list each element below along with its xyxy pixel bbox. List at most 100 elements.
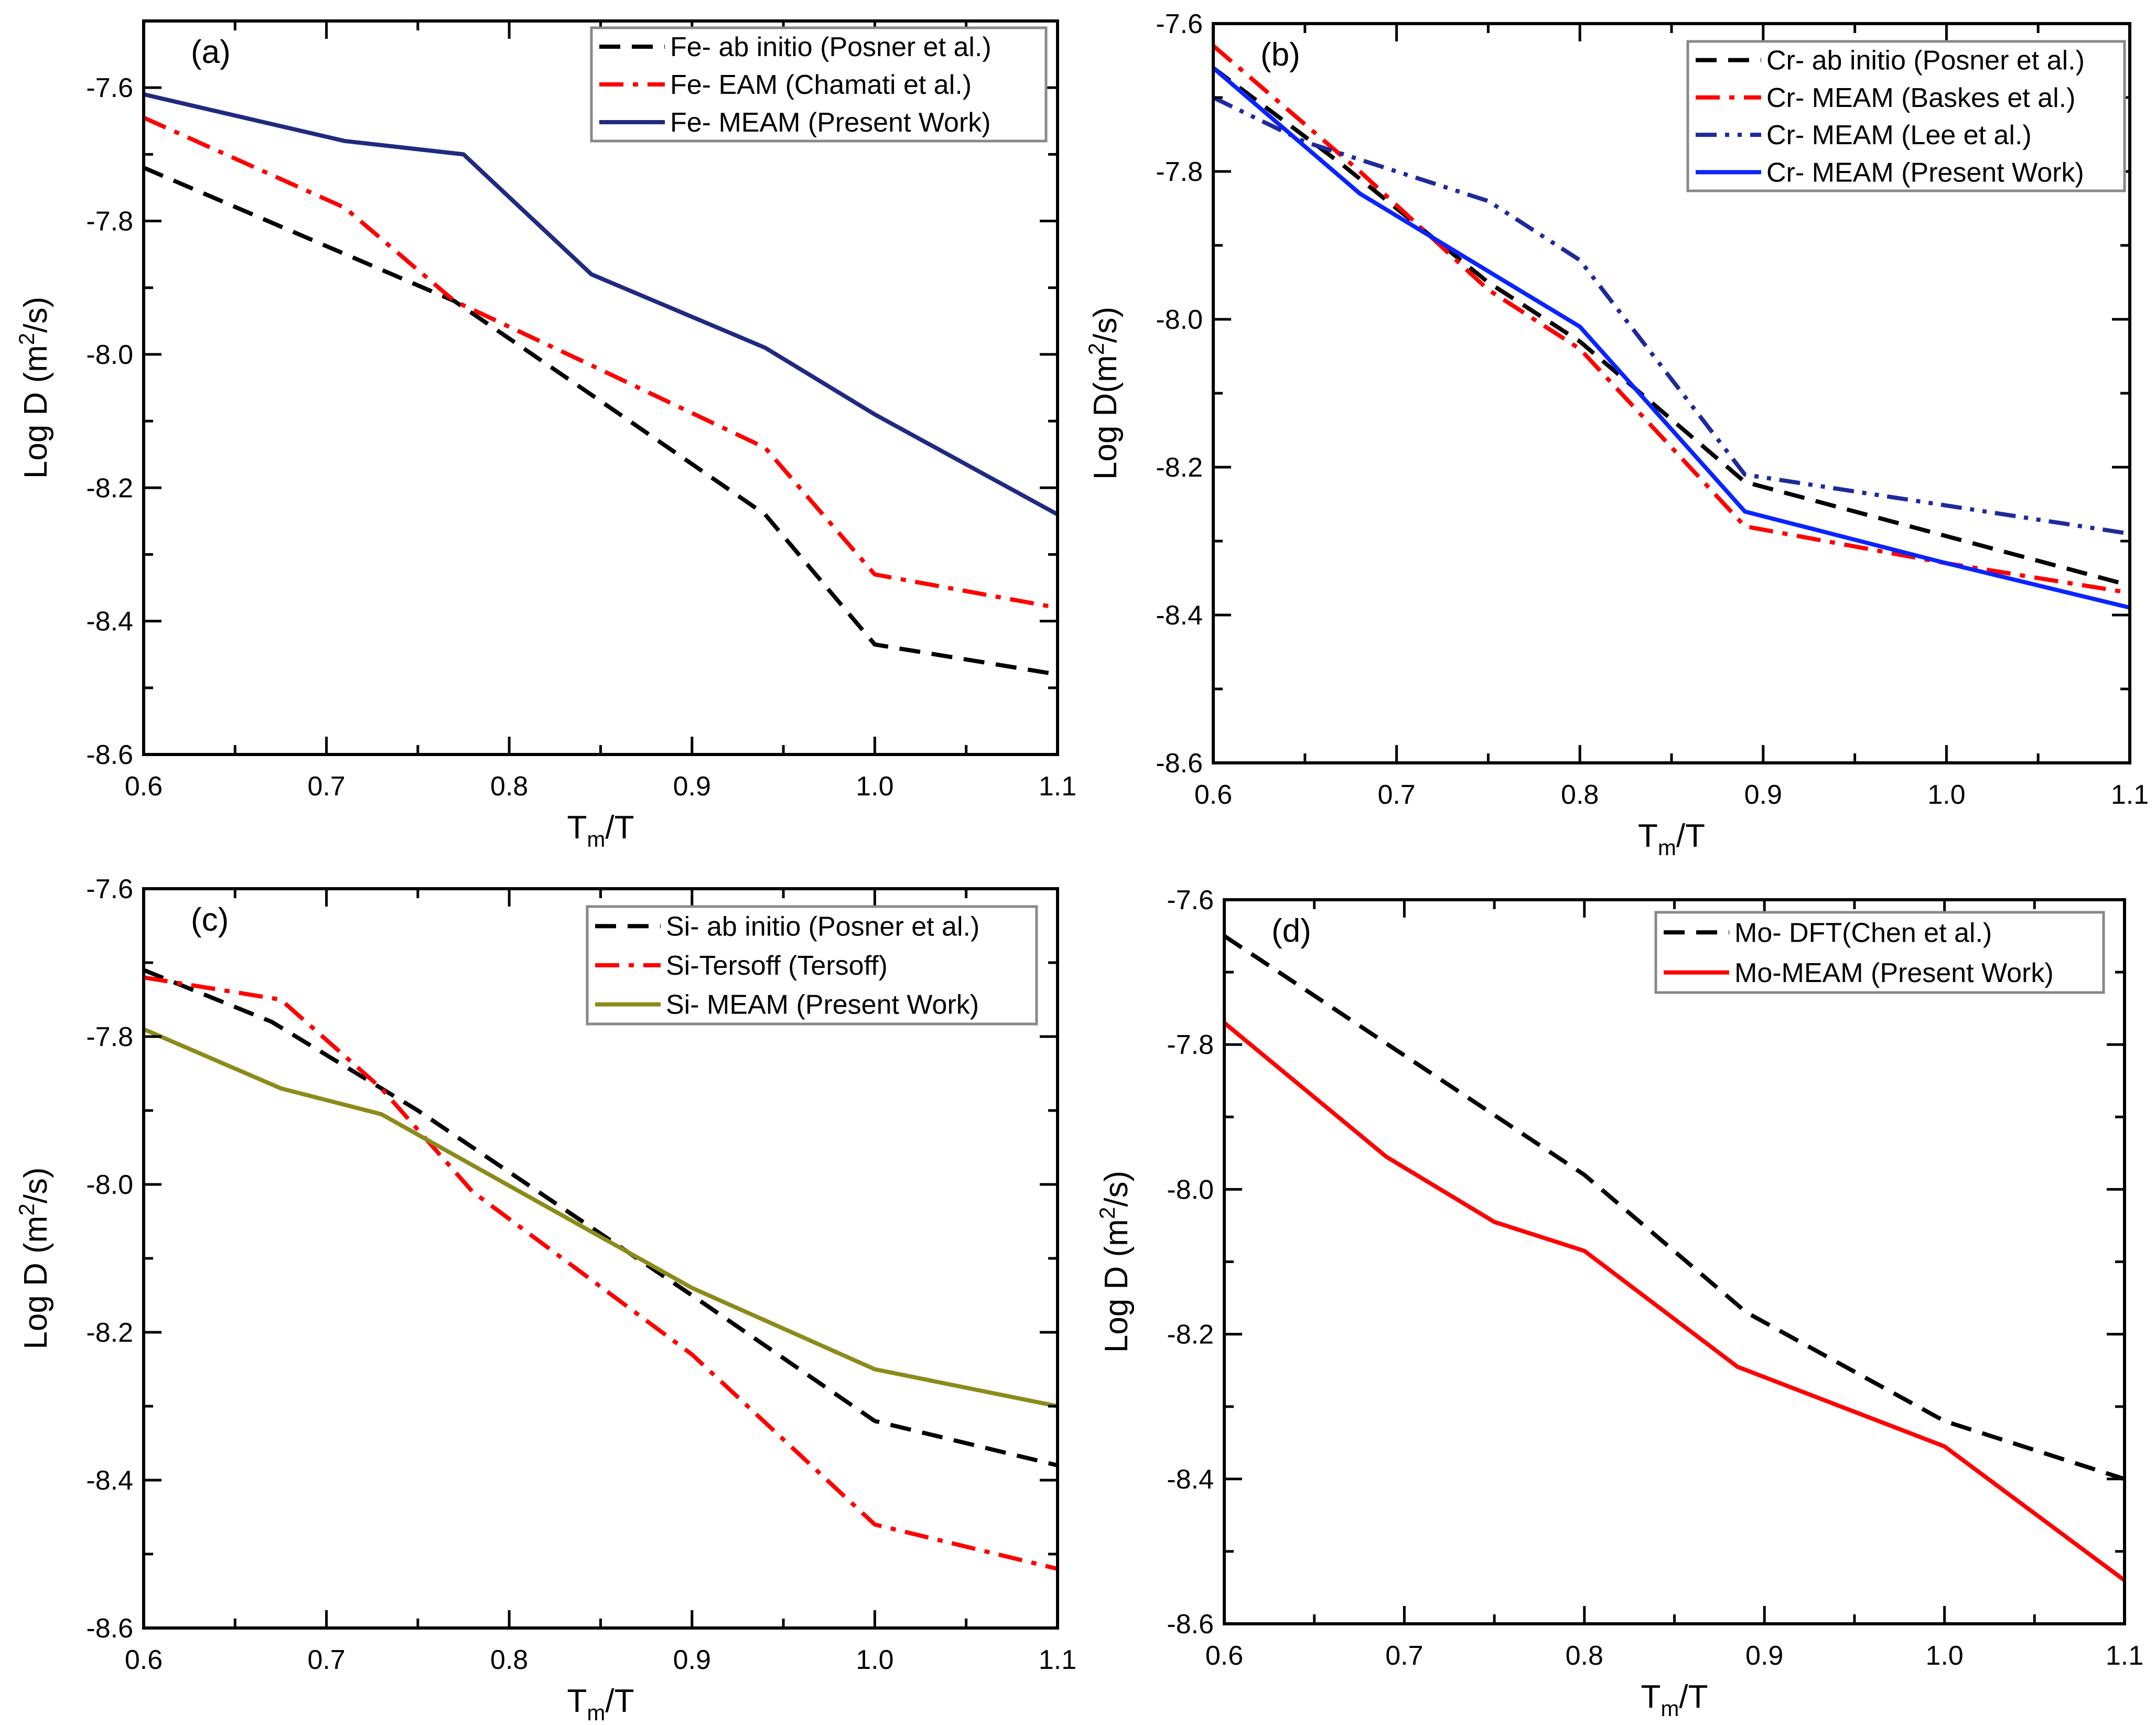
x-tick-label: 1.0 bbox=[856, 771, 893, 802]
plot-frame bbox=[1223, 898, 2126, 1625]
y-axis-label: Log D (m2/s) bbox=[14, 297, 54, 479]
x-axis-label: Tm/T bbox=[567, 1683, 634, 1725]
y-tick-label: -8.4 bbox=[1156, 600, 1203, 631]
legend-label: Si- MEAM (Present Work) bbox=[666, 990, 979, 1020]
x-tick-label: 0.8 bbox=[1566, 1641, 1603, 1671]
x-tick-label: 1.0 bbox=[856, 1645, 893, 1675]
y-tick-label: -8.6 bbox=[1156, 748, 1203, 779]
legend: Cr- ab initio (Posner et al.) Cr- MEAM (B… bbox=[1686, 40, 2126, 192]
x-tick-label: 1.1 bbox=[2106, 1641, 2143, 1671]
legend-label: Fe- MEAM (Present Work) bbox=[670, 107, 991, 138]
y-tick-label: -7.6 bbox=[1156, 9, 1203, 39]
y-tick-label: -7.6 bbox=[1167, 885, 1214, 915]
x-tick-label: 0.8 bbox=[490, 1645, 528, 1675]
legend-label: Cr- MEAM (Baskes et al.) bbox=[1766, 83, 2075, 113]
x-label-rest: /T bbox=[605, 810, 634, 846]
y-tick-label: -7.6 bbox=[86, 73, 133, 103]
series-line-2 bbox=[144, 92, 1058, 516]
legend: Si- ab initio (Posner et al.) Si-Tersoff … bbox=[586, 905, 1038, 1026]
x-tick-label: 1.0 bbox=[1925, 1641, 1963, 1671]
y-axis-label: Log D (m2/s) bbox=[14, 1167, 54, 1349]
y-axis-label: Log D(m2/s) bbox=[1084, 307, 1124, 480]
y-tick-label: -8.6 bbox=[1167, 1609, 1214, 1640]
y-label-pre: Log D (m bbox=[18, 345, 54, 479]
y-label-sup: 2 bbox=[1084, 343, 1108, 355]
y-axis-label: Log D (m2/s) bbox=[1095, 1171, 1135, 1353]
x-axis-label: Tm/T bbox=[1638, 818, 1705, 860]
legend: Fe- ab initio (Posner et al.) Fe- EAM (Ch… bbox=[590, 26, 1048, 143]
series-line-0 bbox=[144, 968, 1058, 1468]
panel-label: (c) bbox=[191, 902, 229, 938]
legend-box bbox=[590, 26, 1048, 143]
legend-label: Mo- DFT(Chen et al.) bbox=[1734, 918, 1992, 948]
series-line-0 bbox=[144, 166, 1058, 677]
y-tick-label: -8.0 bbox=[1156, 305, 1203, 335]
y-tick-label: -8.6 bbox=[86, 1613, 133, 1644]
x-label-sub: m bbox=[587, 827, 605, 851]
x-tick-label: 1.1 bbox=[2111, 780, 2149, 810]
y-tick-label: -8.2 bbox=[86, 1318, 133, 1348]
panel-c: 0.6 0.7 0.8 0.9 1.0 1.1 -8.6 -8.4 -8.2 -8.0 -7.8 -7… bbox=[14, 874, 1076, 1725]
legend-label: Fe- ab initio (Posner et al.) bbox=[670, 32, 991, 62]
legend-label: Si-Tersoff (Tersoff) bbox=[666, 951, 888, 981]
y-tick-label: -8.6 bbox=[86, 740, 133, 770]
y-label-pre: Log D(m bbox=[1087, 355, 1124, 480]
series-line-1 bbox=[144, 115, 1058, 610]
x-label-sub: m bbox=[1661, 1696, 1679, 1721]
series-line-2 bbox=[144, 1027, 1058, 1408]
y-label-post: /s) bbox=[18, 1167, 54, 1203]
y-label-pre: Log D (m bbox=[18, 1216, 54, 1350]
legend-label: Cr- ab initio (Posner et al.) bbox=[1766, 46, 2085, 76]
x-label-base: T bbox=[567, 1683, 587, 1719]
legend-label: Cr- MEAM (Present Work) bbox=[1766, 157, 2084, 188]
x-tick-label: 0.7 bbox=[1377, 780, 1415, 810]
x-label-base: T bbox=[1638, 818, 1658, 854]
series-line-1 bbox=[144, 975, 1058, 1571]
legend-label: Fe- EAM (Chamati et al.) bbox=[670, 70, 972, 100]
y-label-post: /s) bbox=[18, 297, 54, 333]
y-tick-label: -7.8 bbox=[1167, 1030, 1214, 1060]
x-label-base: T bbox=[1641, 1679, 1661, 1715]
series-line-2 bbox=[1213, 95, 2130, 536]
x-tick-label: 0.6 bbox=[125, 771, 163, 802]
x-tick-label: 1.1 bbox=[1039, 1645, 1076, 1675]
x-label-rest: /T bbox=[1676, 818, 1705, 854]
x-tick-label: 0.7 bbox=[1385, 1641, 1423, 1671]
panel-label: (a) bbox=[191, 34, 231, 70]
x-tick-label: 0.8 bbox=[490, 771, 528, 802]
x-label-rest: /T bbox=[605, 1683, 634, 1719]
y-tick-label: -8.2 bbox=[1156, 452, 1203, 483]
x-axis-label: Tm/T bbox=[567, 810, 634, 851]
legend: Mo- DFT(Chen et al.) Mo-MEAM (Present Wor… bbox=[1654, 911, 2105, 994]
y-tick-label: -7.8 bbox=[1156, 157, 1203, 187]
panel-label: (b) bbox=[1260, 37, 1300, 73]
x-label-sub: m bbox=[587, 1700, 605, 1725]
y-tick-label: -8.2 bbox=[86, 473, 133, 503]
x-tick-label: 0.6 bbox=[1194, 780, 1232, 810]
panel-b: 0.6 0.7 0.8 0.9 1.0 1.1 -8.6 -8.4 -8.2 -8.0 -7.8 -7… bbox=[1084, 9, 2149, 860]
legend-box bbox=[1686, 40, 2126, 192]
x-tick-label: 0.6 bbox=[1205, 1641, 1243, 1671]
y-label-sup: 2 bbox=[1095, 1207, 1119, 1219]
legend-box bbox=[586, 905, 1038, 1026]
x-label-base: T bbox=[567, 810, 587, 846]
y-label-sup: 2 bbox=[14, 333, 39, 345]
legend-label: Si- ab initio (Posner et al.) bbox=[666, 911, 979, 942]
x-tick-label: 0.9 bbox=[673, 771, 711, 802]
y-label-post: /s) bbox=[1087, 307, 1124, 343]
x-tick-label: 1.1 bbox=[1039, 771, 1076, 802]
x-tick-label: 0.8 bbox=[1561, 780, 1599, 810]
legend-box bbox=[1654, 911, 2105, 994]
y-tick-label: -8.4 bbox=[1167, 1464, 1214, 1495]
y-label-post: /s) bbox=[1098, 1171, 1135, 1207]
x-tick-label: 0.7 bbox=[307, 1645, 345, 1675]
legend-label: Cr- MEAM (Lee et al.) bbox=[1766, 120, 2032, 150]
series-line-1 bbox=[1224, 1021, 2125, 1582]
x-tick-label: 0.7 bbox=[307, 771, 345, 802]
x-tick-label: 0.9 bbox=[673, 1645, 711, 1675]
y-tick-label: -8.4 bbox=[86, 1465, 133, 1496]
x-tick-label: 0.9 bbox=[1745, 1641, 1783, 1671]
x-label-rest: /T bbox=[1679, 1679, 1708, 1715]
y-tick-label: -7.8 bbox=[86, 1022, 133, 1052]
y-tick-label: -8.0 bbox=[86, 1170, 133, 1200]
